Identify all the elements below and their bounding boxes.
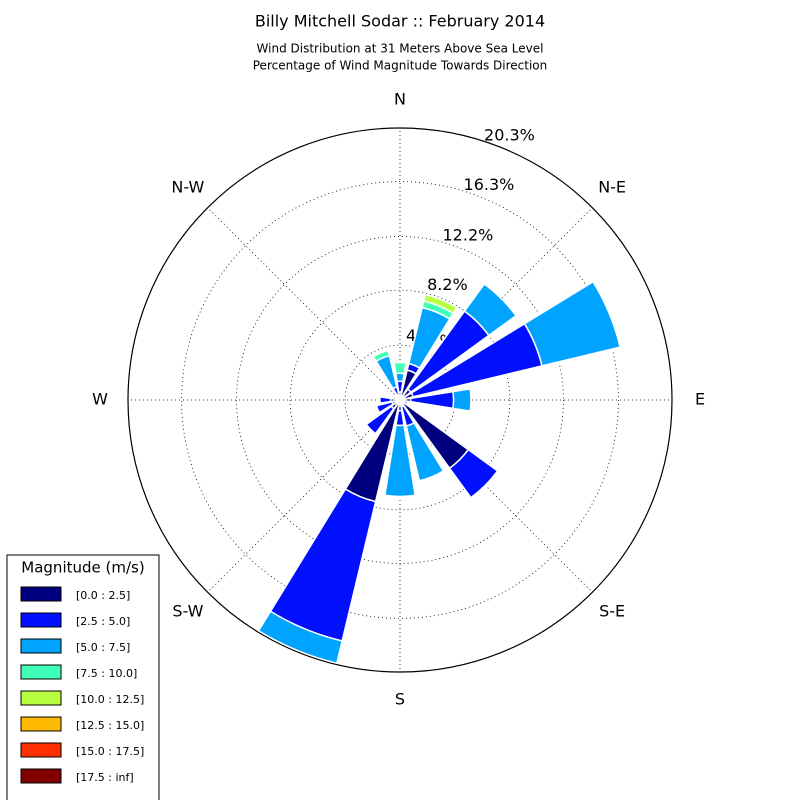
legend-label: [5.0 : 7.5] <box>76 641 130 654</box>
legend-label: [10.0 : 12.5] <box>76 693 144 706</box>
legend-label: [7.5 : 10.0] <box>76 667 137 680</box>
wind-sector <box>257 610 344 665</box>
chart-subtitle: Wind Distribution at 31 Meters Above Sea… <box>257 42 544 56</box>
wind-sector <box>384 424 416 498</box>
legend-label: [15.0 : 17.5] <box>76 745 144 758</box>
r-tick-label: 8.2% <box>427 275 468 294</box>
direction-label: W <box>92 390 108 409</box>
direction-label: N <box>394 90 406 109</box>
direction-label: N-E <box>598 177 626 196</box>
grid-ring <box>181 181 619 619</box>
legend-swatch <box>20 664 62 680</box>
direction-label: S-W <box>172 602 203 621</box>
legend-label: [12.5 : 15.0] <box>76 719 144 732</box>
wind-sector <box>365 405 395 435</box>
legend-label: [2.5 : 5.0] <box>76 615 130 628</box>
wind-sector <box>269 488 377 642</box>
wind-sector <box>452 388 472 412</box>
direction-label: S-E <box>599 602 625 621</box>
wind-sector <box>448 448 499 499</box>
legend-swatch <box>20 716 62 732</box>
grid-ring <box>236 236 564 564</box>
wind-sector <box>393 361 407 375</box>
wind-sector <box>422 293 458 315</box>
legend-swatch <box>20 768 62 784</box>
radial-grid-line <box>207 399 401 593</box>
outer-ring <box>127 127 673 673</box>
legend-swatch <box>20 742 62 758</box>
wind-sector <box>379 395 392 405</box>
r-tick-label: 16.3% <box>464 175 515 194</box>
direction-label: E <box>695 390 705 409</box>
direction-label: S <box>395 690 405 709</box>
direction-label: N-W <box>171 177 204 196</box>
wind-sector <box>375 400 395 414</box>
wind-sector <box>463 282 518 337</box>
chart-subtitle: Percentage of Wind Magnitude Towards Dir… <box>253 59 547 73</box>
chart-title: Billy Mitchell Sodar :: February 2014 <box>255 12 545 31</box>
wind-sector <box>394 372 406 383</box>
wind-sector <box>372 349 391 363</box>
legend-label: [0.0 : 2.5] <box>76 589 130 602</box>
legend-swatch <box>20 638 62 654</box>
r-tick-label: 20.3% <box>484 125 535 144</box>
wind-sector <box>392 395 398 400</box>
legend-swatch <box>20 690 62 706</box>
radial-grid-line <box>399 399 593 593</box>
r-tick-label: 12.2% <box>443 226 494 245</box>
wind-sector <box>523 280 622 367</box>
grid-ring <box>289 289 511 511</box>
radial-grid-line <box>207 207 401 401</box>
wind-sector <box>375 354 398 390</box>
legend-swatch <box>20 612 62 628</box>
wind-sector <box>405 421 445 482</box>
legend-label: [17.5 : inf] <box>76 771 134 784</box>
legend-title: Magnitude (m/s) <box>21 559 144 577</box>
legend-swatch <box>20 586 62 602</box>
